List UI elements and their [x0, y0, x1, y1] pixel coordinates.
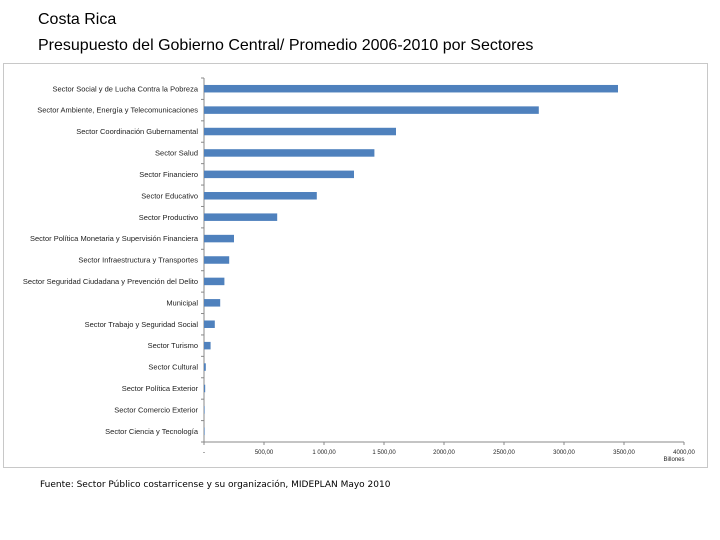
bar: [204, 363, 206, 371]
category-label: Sector Salud: [155, 149, 198, 158]
bar: [204, 84, 618, 93]
category-label: Sector Comercio Exterior: [114, 405, 198, 414]
source-note: Fuente: Sector Público costarricense y s…: [40, 480, 391, 490]
category-label: Sector Productivo: [139, 213, 198, 222]
bar: [204, 341, 211, 350]
bar: [204, 406, 205, 414]
chart-frame: [3, 63, 708, 468]
bar: [204, 256, 230, 264]
x-tick-label: -: [203, 450, 205, 456]
category-label: Sector Ambiente, Energía y Telecomunicac…: [37, 106, 198, 115]
title-country: Costa Rica: [38, 11, 117, 28]
bar: [204, 384, 206, 393]
category-label: Sector Trabajo y Seguridad Social: [85, 320, 199, 329]
bar: [204, 299, 221, 307]
category-label: Sector Infraestructura y Transportes: [78, 256, 198, 265]
bar: [204, 170, 354, 179]
category-label: Sector Política Exterior: [122, 384, 199, 393]
category-label: Sector Política Monetaria y Supervisión …: [30, 234, 199, 243]
chart-title: Presupuesto del Gobierno Central/ Promed…: [38, 37, 534, 54]
category-label: Sector Cultural: [148, 363, 198, 372]
category-label: Municipal: [166, 298, 198, 307]
category-label: Sector Educativo: [141, 191, 198, 200]
x-axis-label: Billones: [663, 457, 684, 463]
bar: [204, 149, 375, 157]
x-tick-label: 2500,00: [493, 450, 515, 456]
bar: [204, 127, 396, 136]
bar: [204, 192, 317, 200]
x-tick-label: 500,00: [255, 450, 274, 456]
bar: [204, 213, 278, 221]
x-tick-label: 3000,00: [553, 450, 575, 456]
x-tick-label: 2000,00: [433, 450, 455, 456]
x-tick-label: 1 500,00: [372, 450, 396, 456]
x-tick-label: 3500,00: [613, 450, 635, 456]
category-label: Sector Seguridad Ciudadana y Prevención …: [23, 277, 198, 286]
x-tick-label: 1 000,00: [312, 450, 336, 456]
bar: [204, 427, 205, 436]
x-tick-label: 4000,00: [673, 450, 695, 456]
category-label: Sector Social y de Lucha Contra la Pobre…: [53, 84, 199, 93]
category-label: Sector Turismo: [148, 341, 198, 350]
bar: [204, 277, 225, 286]
bar: [204, 320, 215, 328]
category-label: Sector Ciencia y Tecnología: [105, 427, 199, 436]
bar: [204, 234, 234, 243]
category-label: Sector Financiero: [139, 170, 198, 179]
bar: [204, 106, 539, 114]
category-label: Sector Coordinación Gubernamental: [76, 127, 198, 136]
